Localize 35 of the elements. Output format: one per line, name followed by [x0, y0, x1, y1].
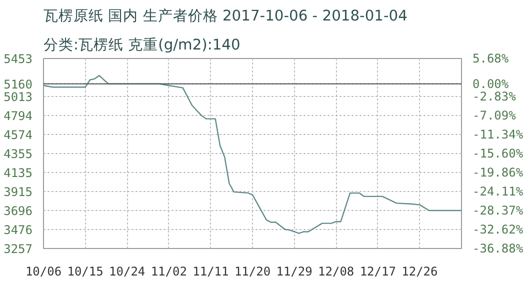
chart-title: 瓦楞原纸 国内 生产者价格 2017-10-06 - 2018-01-04 [44, 8, 408, 24]
y2-tick-label: -19.86% [472, 166, 524, 180]
x-tick-label: 11/29 [276, 264, 312, 278]
y-tick-label: 5160 [4, 77, 33, 92]
y2-tick-label: 0.00% [472, 76, 510, 91]
x-tick-label: 12/08 [318, 264, 354, 278]
y-tick-label: 3476 [4, 223, 33, 238]
y2-tick-label: -28.37% [472, 204, 524, 218]
y2-tick-label: -11.34% [472, 127, 524, 142]
y-tick-label: 5453 [4, 52, 33, 66]
chart-subtitle: 分类:瓦楞纸 克重(g/m2):140 [44, 36, 240, 54]
y-tick-label: 4794 [4, 109, 33, 124]
y-tick-label: 4135 [4, 166, 33, 180]
x-tick-label: 12/26 [402, 264, 438, 278]
y2-tick-label: 5.68% [472, 52, 510, 66]
x-tick-label: 10/15 [67, 264, 104, 278]
y2-tick-label: -15.60% [472, 146, 524, 160]
y-tick-label: 4355 [4, 147, 33, 161]
y-tick-label: 5013 [4, 90, 33, 104]
y2-tick-label: -7.09% [472, 108, 517, 123]
y2-tick-label: -32.62% [472, 222, 524, 236]
x-tick-label: 12/17 [360, 264, 396, 278]
y2-tick-label: -24.11% [472, 184, 524, 198]
x-tick-label: 10/06 [25, 264, 62, 278]
x-tick-label: 11/11 [192, 264, 229, 278]
line-series [44, 74, 462, 234]
y2-tick-label: -2.83% [472, 89, 517, 104]
y-tick-label: 3915 [4, 185, 33, 200]
y-tick-label: 3696 [4, 204, 33, 218]
y-tick-label: 4574 [4, 128, 33, 142]
x-tick-label: 11/20 [234, 264, 271, 278]
x-tick-label: 10/24 [109, 264, 146, 278]
y-tick-label: 3257 [4, 242, 33, 256]
x-tick-label: 11/02 [150, 264, 187, 278]
y2-tick-label: -36.88% [472, 242, 524, 256]
